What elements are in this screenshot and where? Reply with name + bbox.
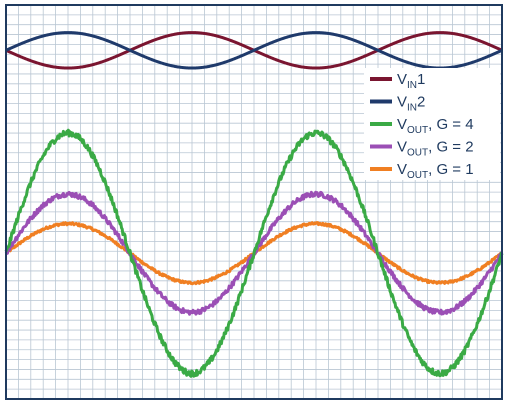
grid xyxy=(6,5,502,399)
chart-frame xyxy=(5,4,503,400)
series-line-vout-g-4 xyxy=(4,128,504,378)
legend-label-vout-g-1: VOUT, G = 1 xyxy=(397,161,474,181)
legend-label-vin2: VIN2 xyxy=(397,94,425,114)
series-line-vin2 xyxy=(5,31,503,70)
legend-label-vout-g-4: VOUT, G = 4 xyxy=(397,116,474,136)
traces xyxy=(4,31,504,378)
legend-label-vout-g-2: VOUT, G = 2 xyxy=(397,139,474,159)
legend-label-vin1: VIN1 xyxy=(397,71,425,91)
